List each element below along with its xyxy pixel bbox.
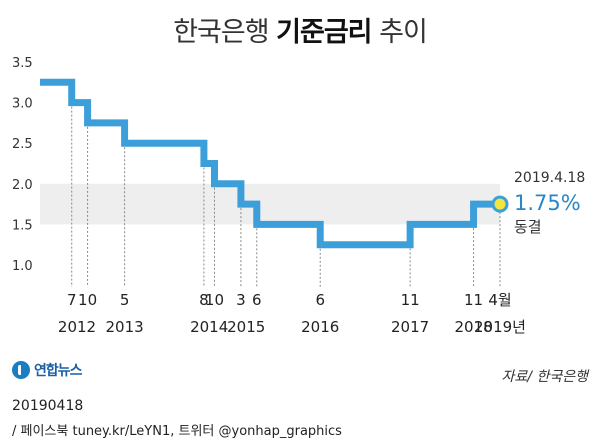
year-tick-label: 2012	[58, 318, 96, 336]
y-tick-label: 1.0	[12, 259, 33, 274]
y-tick-label: 2.0	[12, 178, 33, 193]
year-tick-label: 2018	[454, 318, 492, 336]
annotation-note: 동결	[514, 218, 542, 236]
y-tick-label: 3.0	[12, 97, 33, 112]
graphic-code: 20190418	[12, 398, 84, 414]
month-tick-label: 8	[199, 291, 209, 309]
title-suffix: 추이	[371, 17, 428, 48]
chart-title: 한국은행 기준금리 추이	[0, 10, 600, 49]
year-tick-label: 2014	[190, 318, 228, 336]
month-tick-label: 11	[401, 291, 420, 309]
month-tick-label: 6	[315, 291, 325, 309]
month-tick-label: 3	[236, 291, 246, 309]
band-1	[40, 183, 500, 225]
y-tick-label: 2.5	[12, 137, 33, 152]
title-prefix: 한국은행	[173, 17, 277, 48]
month-tick-label: 11	[464, 291, 483, 309]
latest-point-marker	[491, 195, 509, 213]
y-tick-label: 1.5	[12, 218, 33, 233]
annotation-date: 2019.4.18	[514, 170, 585, 186]
year-tick-label: 2013	[106, 318, 144, 336]
year-tick-label: 2016	[301, 318, 339, 336]
logo-text: 연합뉴스	[34, 363, 83, 379]
rate-series-line	[40, 78, 500, 249]
title-bold: 기준금리	[276, 17, 372, 48]
source-note: 자료/ 한국은행	[501, 369, 588, 385]
month-tick-label: 10	[205, 291, 224, 309]
credit-line: / 페이스북 tuney.kr/LeYN1, 트위터 @yonhap_graph…	[12, 424, 342, 439]
yonhap-logo-icon	[12, 361, 30, 379]
year-tick-label: 2015	[227, 318, 265, 336]
month-tick-label: 7	[67, 291, 77, 309]
month-tick-label: 10	[78, 291, 97, 309]
year-tick-label: 2019년	[474, 318, 526, 336]
month-tick-label: 6	[252, 291, 262, 309]
month-tick-label: 4월	[488, 291, 511, 309]
annotation-value: 1.75%	[514, 191, 581, 215]
y-tick-label: 3.5	[12, 56, 33, 71]
year-tick-label: 2017	[391, 318, 429, 336]
yonhap-logo: 연합뉴스	[12, 360, 83, 380]
month-tick-label: 5	[120, 291, 130, 309]
